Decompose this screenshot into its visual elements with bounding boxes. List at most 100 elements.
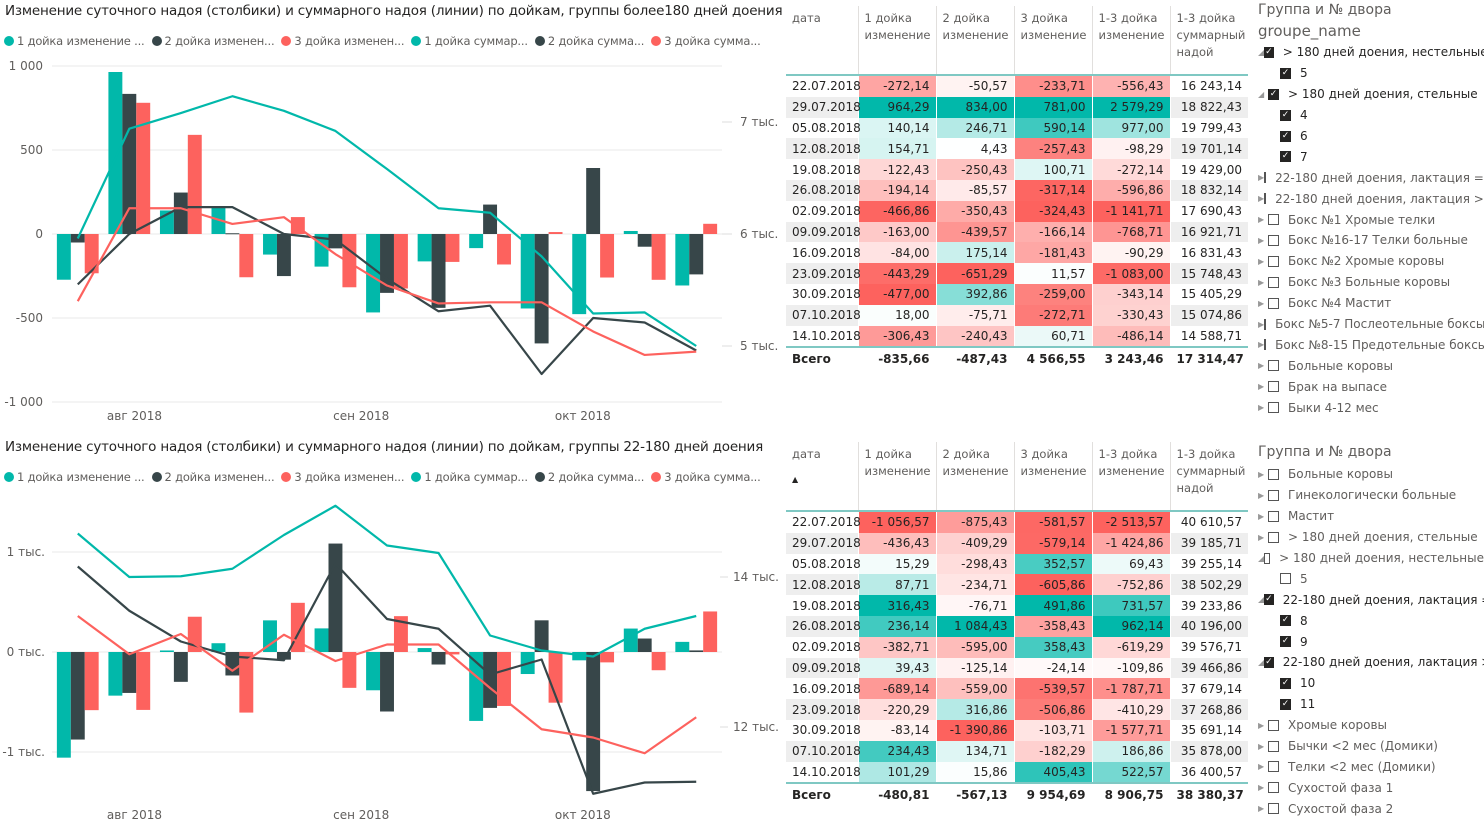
bar-series-3[interactable] [651, 652, 666, 671]
bar-series-3[interactable] [548, 652, 563, 703]
bar-series-2[interactable] [70, 652, 85, 740]
slicer-item[interactable]: ▶ Больные коровы [1258, 355, 1484, 376]
bar-series-2[interactable] [431, 234, 446, 308]
expand-arrow-icon[interactable]: ▶ [1258, 720, 1265, 730]
slicer-item[interactable]: ✓ 4 [1258, 105, 1484, 126]
slicer-item[interactable]: ▶ 22-180 дней доения, лактация > 1 [1258, 188, 1484, 209]
bar-series-2[interactable] [689, 234, 704, 275]
collapse-arrow-icon[interactable]: ◢ [1258, 595, 1265, 605]
checkbox-checked-icon[interactable]: ✓ [1264, 46, 1274, 58]
table-row[interactable]: 26.08.2018 236,14 1 084,43 -358,43 962,14 40 … [786, 615, 1248, 637]
column-header[interactable]: 3 дойка изменение [1013, 6, 1092, 75]
table-row[interactable]: 16.09.2018 -84,00 175,14 -181,43 -90,29 16 83… [786, 242, 1248, 264]
table-row[interactable]: 29.07.2018 -436,43 -409,29 -579,14 -1 424,86… [786, 532, 1248, 554]
table-row[interactable]: 30.09.2018 -477,00 392,86 -259,00 -343,14 15 … [786, 283, 1248, 305]
slicer-item[interactable]: ✓ 10 [1258, 673, 1484, 694]
table-row[interactable]: 07.10.2018 234,43 134,71 -182,29 186,86 35 87… [786, 740, 1248, 762]
checkbox-checked-icon[interactable]: ✓ [1280, 67, 1291, 79]
bar-series-2[interactable] [534, 620, 549, 652]
slicer-item[interactable]: ▶ Бокс №5-7 Послеотельные боксы [1258, 314, 1484, 335]
legend-item[interactable]: 1 дойка суммар... [411, 470, 528, 484]
bar-series-3[interactable] [136, 102, 151, 235]
bar-series-3[interactable] [703, 611, 718, 652]
checkbox-unchecked-icon[interactable] [1268, 276, 1279, 288]
checkbox-checked-icon[interactable]: ✓ [1280, 636, 1291, 648]
slicer-item[interactable]: ▶ Бокс №2 Хромые коровы [1258, 251, 1484, 272]
checkbox-unchecked-icon[interactable] [1268, 214, 1279, 226]
chart-plot[interactable]: 1 тыс. 0 тыс. -1 тыс. 14 тыс. 12 тыс. авг 201… [0, 430, 780, 831]
bar-series-1[interactable] [623, 628, 638, 652]
expand-arrow-icon[interactable]: ▶ [1258, 256, 1265, 266]
slicer-item[interactable]: ◢ ✓ 22-180 дней доения, лактация > 1 [1258, 652, 1484, 673]
slicer-item[interactable]: ◢ ✓ > 180 дней доения, стельные [1258, 84, 1484, 105]
legend-item[interactable]: 1 дойка суммар... [411, 34, 528, 48]
bar-series-1[interactable] [159, 650, 174, 652]
bar-series-3[interactable] [239, 234, 254, 278]
bar-series-2[interactable] [173, 192, 188, 234]
bar-series-3[interactable] [497, 652, 511, 706]
bar-series-1[interactable] [56, 234, 71, 280]
table-row[interactable]: 12.08.2018 154,71 4,43 -257,43 -98,29 19 701,… [786, 138, 1248, 160]
column-header[interactable]: 3 дойка изменение [1013, 442, 1092, 511]
slicer-item[interactable]: ▶ 22-180 дней доения, лактация = 1 [1258, 167, 1484, 188]
bar-series-3[interactable] [84, 234, 99, 274]
table-row[interactable]: 23.09.2018 -220,29 316,86 -506,86 -410,29 37 … [786, 699, 1248, 720]
slicer-item[interactable]: ▶ Бокс №8-15 Предотельные боксы [1258, 334, 1484, 355]
bar-series-2[interactable] [534, 234, 549, 344]
checkbox-checked-icon[interactable]: ✓ [1280, 151, 1291, 163]
bar-series-3[interactable] [393, 234, 408, 289]
expand-arrow-icon[interactable]: ▶ [1258, 215, 1265, 225]
checkbox-unchecked-icon[interactable] [1268, 360, 1279, 372]
checkbox-unchecked-icon[interactable] [1268, 234, 1279, 246]
table-row[interactable]: 02.09.2018 -382,71 -595,00 358,43 -619,29 39 … [786, 636, 1248, 658]
bar-series-2[interactable] [122, 93, 137, 234]
bar-series-1[interactable] [263, 620, 277, 652]
bar-series-3[interactable] [342, 652, 357, 688]
expand-arrow-icon[interactable]: ▶ [1258, 298, 1265, 308]
checkbox-unchecked-icon[interactable] [1268, 255, 1279, 267]
checkbox-unchecked-icon[interactable] [1268, 803, 1279, 815]
table-row[interactable]: 05.08.2018 15,29 -298,43 352,57 69,43 39 255,… [786, 553, 1248, 575]
slicer-item[interactable]: ◢ ✓ > 180 дней доения, нестельные [1258, 42, 1484, 63]
bar-series-3[interactable] [239, 652, 254, 713]
table-row[interactable]: 30.09.2018 -83,14 -1 390,86 -103,71 -1 577,7… [786, 719, 1248, 741]
bar-series-2[interactable] [225, 233, 240, 235]
legend-item[interactable]: 1 дойка изменение ... [4, 34, 145, 48]
checkbox-unchecked-icon[interactable] [1264, 172, 1267, 184]
bar-series-1[interactable] [417, 234, 432, 262]
line-series-3[interactable] [77, 615, 697, 755]
bar-series-1[interactable] [211, 643, 226, 652]
slicer-item[interactable]: ▶ Телки <2 мес (Домики) [1258, 756, 1484, 777]
checkbox-checked-icon[interactable]: ✓ [1280, 698, 1291, 710]
checkbox-unchecked-icon[interactable] [1268, 761, 1279, 773]
bar-series-1[interactable] [56, 652, 71, 758]
expand-arrow-icon[interactable]: ▶ [1258, 469, 1265, 479]
expand-arrow-icon[interactable]: ▶ [1258, 741, 1265, 751]
checkbox-unchecked-icon[interactable] [1268, 510, 1279, 522]
slicer-item[interactable]: ▶ Сухостой фаза 1 [1258, 777, 1484, 798]
expand-arrow-icon[interactable]: ▶ [1258, 319, 1265, 329]
bar-series-1[interactable] [623, 230, 638, 234]
column-header[interactable]: 1-3 дойка суммарный надой [1169, 6, 1248, 75]
slicer-item[interactable]: ✓ 5 [1258, 63, 1484, 84]
bar-series-3[interactable] [600, 234, 615, 278]
table-row[interactable]: 23.09.2018 -443,29 -651,29 11,57 -1 083,00 15… [786, 263, 1248, 284]
table-row[interactable]: 19.08.2018 -122,43 -250,43 100,71 -272,14 19 … [786, 159, 1248, 180]
chart-plot[interactable]: 1 000 500 0 -500 -1 000 7 тыс. 6 тыс. 5 тыс. авг… [0, 0, 780, 430]
legend-item[interactable]: 3 дойка изменен... [281, 34, 405, 48]
legend-item[interactable]: 2 дойка изменен... [151, 470, 275, 484]
column-header[interactable]: 2 дойка изменение [935, 6, 1014, 75]
bar-series-1[interactable] [675, 234, 690, 286]
checkbox-unchecked-icon[interactable] [1264, 552, 1271, 564]
checkbox-unchecked-icon[interactable] [1268, 402, 1279, 414]
slicer-item[interactable]: ▶ Быки 4-12 мес [1258, 397, 1484, 418]
slicer-item[interactable]: ▶ Бокс №3 Больные коровы [1258, 272, 1484, 293]
slicer-item[interactable]: ▶ Бычки <2 мес (Домики) [1258, 736, 1484, 757]
bar-series-3[interactable] [703, 223, 718, 234]
bar-series-3[interactable] [445, 652, 460, 655]
bar-series-1[interactable] [314, 628, 329, 652]
expand-arrow-icon[interactable]: ▶ [1258, 194, 1265, 204]
checkbox-unchecked-icon[interactable] [1264, 318, 1267, 330]
legend-item[interactable]: 3 дойка сумма... [651, 470, 761, 484]
bar-series-1[interactable] [417, 648, 432, 652]
